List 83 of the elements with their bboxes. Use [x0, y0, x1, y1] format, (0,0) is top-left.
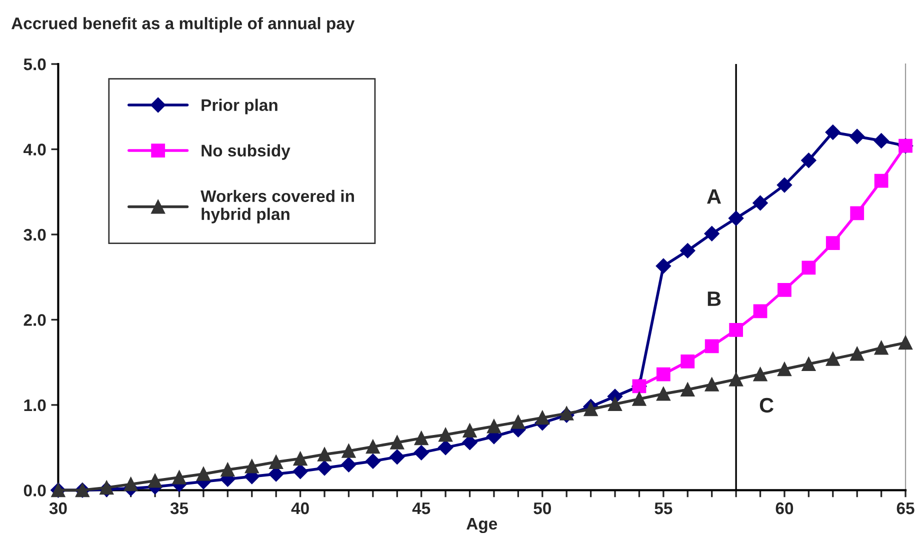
y-tick-label: 1.0	[24, 399, 46, 412]
point	[341, 457, 356, 472]
point	[801, 152, 816, 168]
annotation: B	[708, 292, 721, 306]
point	[753, 367, 768, 382]
point	[850, 206, 864, 220]
chart-title: Accrued benefit as a multiple of annual pay	[12, 17, 355, 33]
point	[826, 352, 840, 366]
point	[850, 128, 865, 144]
point	[898, 336, 912, 350]
y-tick-label: 0.0	[24, 484, 46, 496]
point	[414, 445, 429, 460]
point	[656, 386, 670, 401]
x-tick-label: 65	[896, 502, 914, 514]
point	[438, 428, 452, 442]
point	[729, 323, 744, 337]
point	[511, 415, 526, 429]
point	[776, 177, 792, 193]
point	[462, 424, 477, 438]
y-tick-label: 3.0	[24, 228, 46, 241]
legend-label: Workers covered in hybrid plan	[200, 190, 354, 224]
point	[196, 467, 210, 481]
point	[148, 474, 162, 488]
point	[584, 402, 598, 416]
point	[124, 477, 138, 492]
point	[752, 195, 768, 211]
point	[778, 282, 792, 297]
y-tick-label: 5.0	[24, 58, 46, 70]
point	[342, 444, 356, 458]
point	[390, 436, 404, 450]
point	[802, 260, 816, 275]
legend-label: Prior plan	[202, 98, 278, 114]
x-tick-label: 30	[49, 502, 67, 514]
annotation: A	[707, 189, 721, 204]
point	[365, 454, 380, 469]
x-tick-label: 50	[534, 502, 551, 514]
point	[728, 210, 744, 226]
point	[850, 346, 864, 361]
point	[390, 449, 405, 465]
x-tick-label: 45	[412, 502, 430, 514]
point	[874, 340, 888, 355]
x-tick-label: 35	[170, 502, 188, 514]
point	[753, 304, 768, 318]
x-tick-label: 60	[776, 502, 794, 514]
x-axis-title: Age	[466, 518, 498, 534]
point	[874, 174, 888, 188]
x-tick-label: 55	[654, 502, 672, 514]
point	[100, 480, 114, 495]
y-tick-label: 4.0	[23, 144, 46, 156]
point	[729, 372, 744, 386]
point	[269, 455, 284, 469]
point	[244, 459, 259, 474]
point	[704, 339, 719, 354]
point	[366, 440, 380, 454]
point	[220, 462, 235, 477]
point	[704, 378, 719, 392]
point	[292, 464, 308, 479]
point	[874, 133, 889, 148]
point	[316, 460, 332, 476]
legend-label: No subsidy	[202, 144, 290, 160]
point	[680, 382, 695, 397]
point	[632, 392, 646, 406]
point	[704, 226, 720, 242]
point	[680, 354, 695, 368]
annotation: C	[760, 398, 774, 413]
point	[172, 470, 186, 484]
point	[414, 431, 428, 446]
point	[487, 419, 501, 434]
point	[535, 410, 550, 425]
point	[825, 124, 840, 140]
point	[826, 236, 840, 250]
point	[680, 243, 696, 258]
x-tick-label: 40	[291, 502, 309, 514]
point	[608, 397, 622, 412]
y-tick-label: 2.0	[24, 314, 46, 326]
point	[778, 362, 792, 376]
point	[318, 447, 332, 462]
point	[293, 452, 308, 466]
point	[560, 406, 574, 420]
point	[656, 258, 671, 274]
point	[656, 367, 670, 382]
point	[802, 357, 816, 371]
point	[438, 440, 454, 456]
